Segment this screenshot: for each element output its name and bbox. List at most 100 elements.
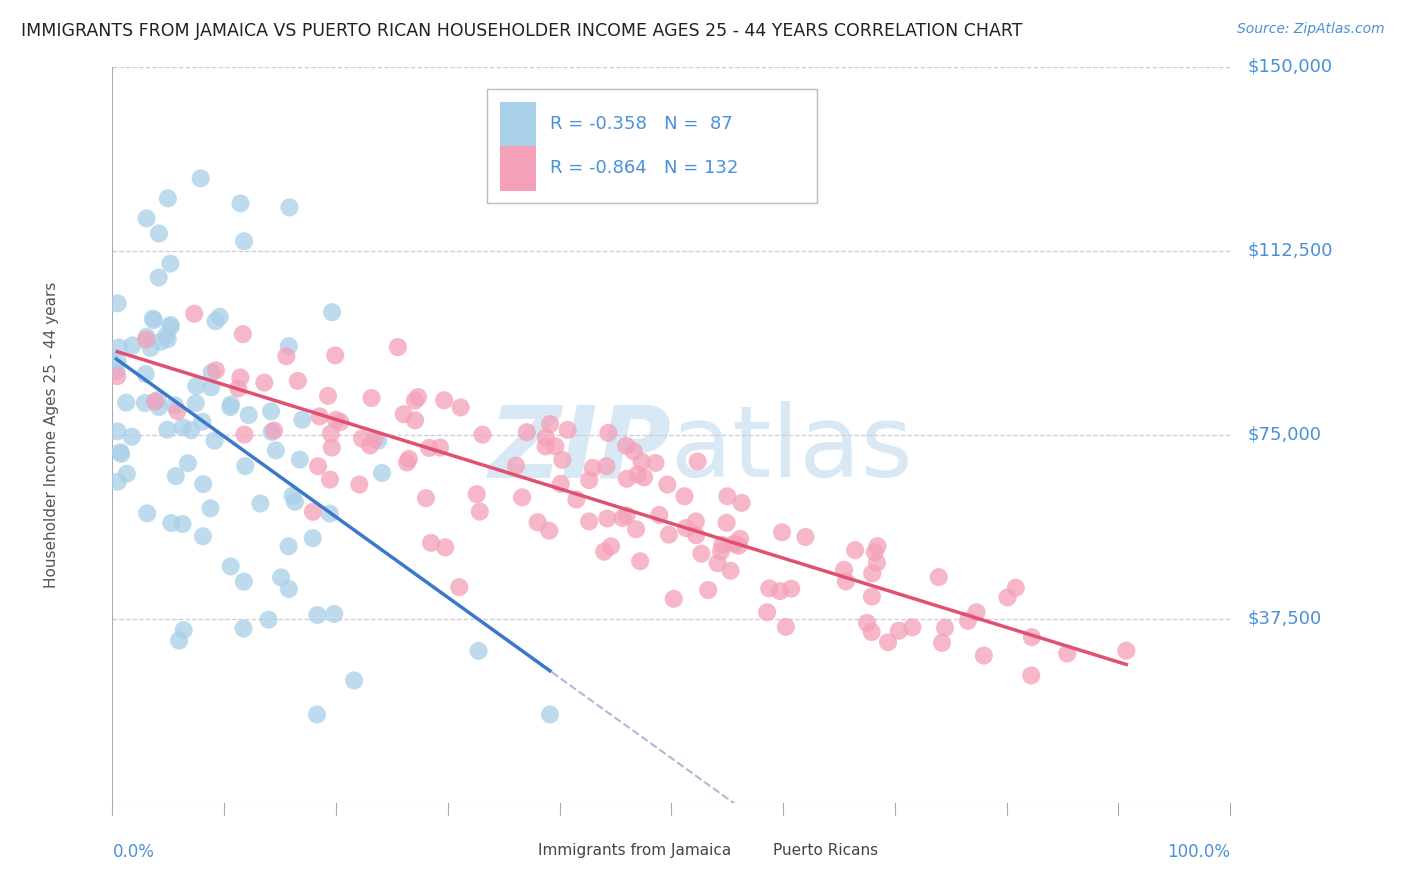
Point (544, 439, 567, 453)
Point (538, 524, 561, 538)
Point (395, 455, 418, 469)
Point (108, 341, 131, 355)
Point (110, 447, 132, 461)
Point (233, 427, 256, 442)
Point (866, 539, 889, 553)
Point (163, 398, 186, 412)
Point (260, 425, 283, 439)
Point (301, 531, 323, 545)
Point (193, 477, 215, 491)
Point (934, 621, 956, 635)
Point (662, 591, 685, 606)
Point (148, 227, 170, 241)
Point (616, 508, 638, 523)
Point (323, 348, 346, 362)
Point (578, 515, 600, 529)
Text: $112,500: $112,500 (1247, 242, 1333, 260)
Point (769, 584, 792, 599)
Point (352, 432, 374, 446)
Point (758, 582, 780, 596)
Point (596, 511, 619, 525)
Point (690, 547, 713, 561)
Point (208, 310, 231, 324)
Point (468, 505, 491, 519)
Point (278, 200, 301, 214)
Point (139, 341, 162, 355)
Point (418, 441, 440, 455)
Point (633, 470, 655, 484)
Point (965, 605, 987, 619)
Text: 100.0%: 100.0% (1167, 843, 1230, 862)
Point (173, 623, 195, 637)
Point (1115, 643, 1137, 657)
Point (956, 614, 979, 628)
Point (107, 296, 129, 310)
Point (186, 379, 208, 393)
Point (135, 329, 157, 343)
Point (595, 459, 617, 474)
Point (686, 454, 709, 468)
Point (582, 461, 605, 475)
Point (730, 496, 752, 510)
Point (263, 424, 285, 438)
Text: Immigrants from Jamaica: Immigrants from Jamaica (538, 843, 731, 858)
Point (716, 516, 738, 530)
Point (550, 476, 572, 491)
Text: Source: ZipAtlas.com: Source: ZipAtlas.com (1237, 22, 1385, 37)
Point (156, 191, 179, 205)
FancyBboxPatch shape (509, 837, 530, 864)
Point (931, 636, 953, 650)
Point (321, 441, 343, 455)
Point (277, 539, 299, 553)
Point (329, 415, 352, 429)
Point (134, 396, 156, 410)
Point (284, 495, 307, 509)
Point (614, 439, 637, 453)
Point (449, 580, 471, 594)
Point (429, 441, 451, 455)
Point (159, 318, 181, 332)
Point (770, 525, 793, 540)
Point (467, 644, 489, 658)
Point (253, 376, 276, 390)
Point (526, 516, 548, 530)
Point (105, 369, 128, 384)
Point (716, 489, 738, 503)
Point (307, 607, 329, 622)
Point (180, 423, 202, 437)
Point (316, 389, 339, 403)
Point (450, 401, 472, 415)
Point (229, 196, 252, 211)
Point (232, 622, 254, 636)
Point (200, 501, 222, 516)
Point (359, 438, 381, 452)
Point (723, 536, 745, 550)
Point (233, 234, 256, 248)
Point (135, 367, 157, 381)
Point (238, 408, 260, 422)
Point (367, 434, 389, 448)
Point (697, 582, 720, 597)
Point (110, 445, 132, 459)
Point (860, 624, 883, 639)
Text: R = -0.358   N =  87: R = -0.358 N = 87 (550, 115, 733, 133)
Point (288, 452, 311, 467)
Text: $150,000: $150,000 (1247, 58, 1331, 76)
Point (363, 433, 385, 447)
Point (578, 473, 600, 487)
Point (505, 458, 527, 473)
Text: ZIP: ZIP (488, 401, 672, 498)
Point (200, 380, 222, 394)
Point (997, 591, 1019, 605)
Point (706, 556, 728, 570)
Point (183, 307, 205, 321)
Point (775, 620, 797, 634)
Point (557, 423, 579, 437)
Point (166, 404, 188, 418)
Point (780, 582, 803, 596)
Point (228, 381, 250, 395)
Point (190, 171, 212, 186)
Point (270, 570, 292, 584)
Point (866, 556, 889, 570)
Point (177, 456, 200, 470)
